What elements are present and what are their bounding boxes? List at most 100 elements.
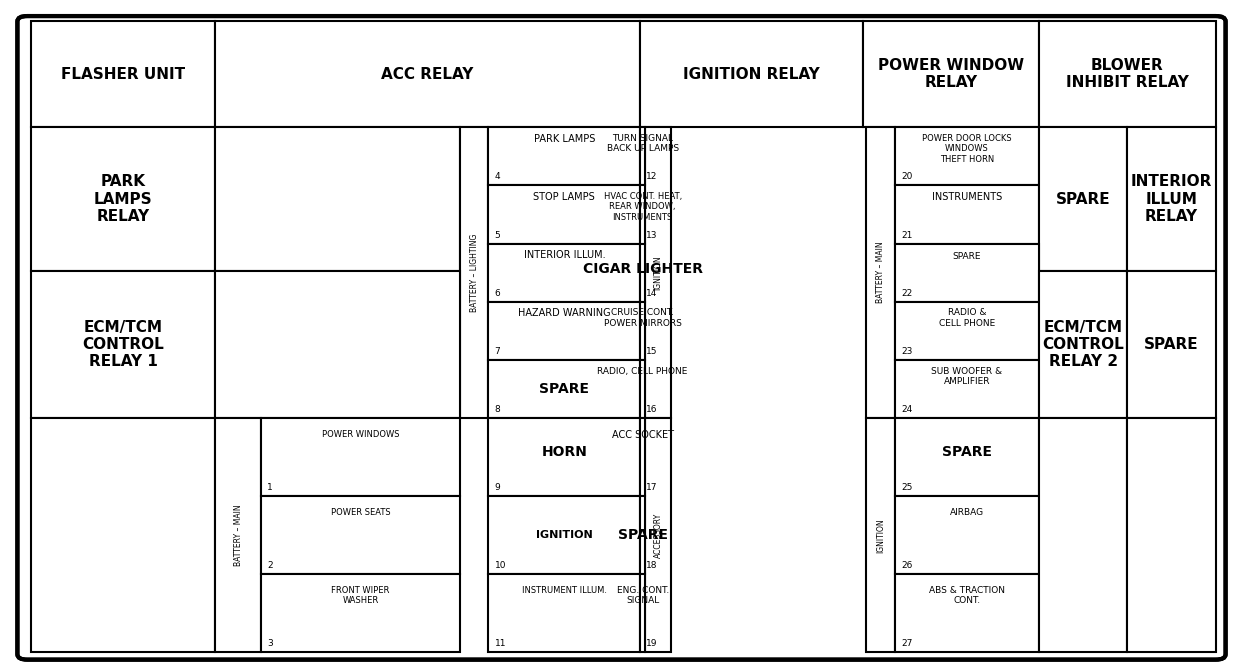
Text: SPARE: SPARE [1057, 191, 1110, 207]
Text: ACCESSORY: ACCESSORY [654, 512, 663, 558]
Text: 17: 17 [646, 483, 658, 492]
Bar [1039, 127, 1127, 271]
Text: AIRBAG: AIRBAG [950, 508, 984, 517]
Bar [1127, 418, 1216, 652]
Bar [460, 127, 488, 418]
Text: HAZARD WARNING: HAZARD WARNING [518, 308, 610, 318]
Bar [488, 302, 640, 360]
Bar [640, 496, 645, 574]
Bar [261, 418, 460, 496]
Bar [1039, 271, 1127, 418]
Text: SPARE: SPARE [942, 446, 992, 460]
Text: SPARE: SPARE [539, 382, 589, 396]
Text: 21: 21 [901, 231, 912, 240]
Bar [640, 127, 645, 185]
Text: POWER WINDOWS: POWER WINDOWS [322, 430, 399, 439]
Text: BATTERY – LIGHTING: BATTERY – LIGHTING [470, 233, 479, 312]
Bar [895, 574, 1039, 652]
Text: 6: 6 [495, 289, 501, 298]
Text: SPARE: SPARE [1145, 337, 1198, 352]
Text: SUB WOOFER &
AMPLIFIER: SUB WOOFER & AMPLIFIER [931, 367, 1003, 386]
Text: 8: 8 [495, 405, 501, 414]
Bar [488, 574, 640, 652]
Text: CIGAR LIGHTER: CIGAR LIGHTER [583, 262, 702, 276]
Text: 7: 7 [495, 347, 501, 356]
Bar [215, 127, 460, 271]
Text: ACC SOCKET: ACC SOCKET [612, 430, 674, 440]
Text: POWER DOOR LOCKS
WINDOWS
THEFT HORN: POWER DOOR LOCKS WINDOWS THEFT HORN [922, 134, 1012, 164]
Bar [895, 496, 1039, 574]
Bar [645, 127, 671, 418]
Text: BLOWER
INHIBIT RELAY: BLOWER INHIBIT RELAY [1066, 58, 1188, 90]
Text: 19: 19 [646, 640, 658, 648]
Text: INTERIOR ILLUM.: INTERIOR ILLUM. [523, 250, 605, 260]
Text: IGNITION: IGNITION [876, 518, 885, 553]
Text: IGNITION RELAY: IGNITION RELAY [682, 67, 820, 82]
Bar [1039, 21, 1216, 127]
Bar [640, 185, 645, 244]
Text: 23: 23 [901, 347, 912, 356]
Text: 16: 16 [646, 405, 658, 414]
Bar [895, 127, 1039, 185]
Text: RADIO, CELL PHONE: RADIO, CELL PHONE [598, 367, 687, 375]
Text: 3: 3 [267, 640, 273, 648]
Text: CRUISE CONT.
POWER MIRRORS: CRUISE CONT. POWER MIRRORS [604, 308, 681, 328]
Text: BATTERY – MAIN: BATTERY – MAIN [234, 504, 242, 566]
Bar [215, 271, 460, 418]
Bar [31, 271, 215, 418]
Text: ECM/TCM
CONTROL
RELAY 2: ECM/TCM CONTROL RELAY 2 [1043, 320, 1124, 369]
FancyBboxPatch shape [17, 16, 1226, 660]
Bar [640, 574, 645, 652]
Bar [640, 244, 645, 302]
Bar [895, 360, 1039, 418]
Text: 22: 22 [901, 289, 912, 298]
Bar [640, 21, 863, 127]
Bar [488, 244, 640, 302]
Text: 15: 15 [646, 347, 658, 356]
Text: 27: 27 [901, 640, 912, 648]
Bar [895, 418, 1039, 496]
Text: SPARE: SPARE [953, 252, 981, 260]
Bar [1127, 127, 1216, 271]
Text: 26: 26 [901, 561, 912, 570]
Text: SPARE: SPARE [618, 529, 667, 542]
Text: POWER WINDOW
RELAY: POWER WINDOW RELAY [878, 58, 1024, 90]
Text: 9: 9 [495, 483, 501, 492]
Bar [895, 244, 1039, 302]
Bar [640, 302, 645, 360]
Text: POWER SEATS: POWER SEATS [331, 508, 390, 517]
Bar [895, 302, 1039, 360]
Text: 2: 2 [267, 561, 273, 570]
Bar [1127, 271, 1216, 418]
Text: ECM/TCM
CONTROL
RELAY 1: ECM/TCM CONTROL RELAY 1 [82, 320, 164, 369]
Text: FLASHER UNIT: FLASHER UNIT [61, 67, 185, 82]
Bar [863, 21, 1039, 127]
Bar [488, 360, 640, 418]
Bar [215, 21, 640, 127]
Text: INSTRUMENTS: INSTRUMENTS [932, 192, 1002, 202]
Text: HORN: HORN [542, 446, 587, 460]
Bar [31, 418, 215, 652]
Text: 12: 12 [646, 173, 658, 181]
Text: STOP LAMPS: STOP LAMPS [533, 192, 595, 202]
Text: 10: 10 [495, 561, 506, 570]
Bar [488, 496, 640, 574]
Bar [645, 418, 671, 652]
Bar [261, 496, 460, 574]
Text: 11: 11 [495, 640, 506, 648]
Text: 4: 4 [495, 173, 501, 181]
Bar [31, 127, 215, 271]
Text: 24: 24 [901, 405, 912, 414]
Text: 14: 14 [646, 289, 658, 298]
Text: IGNITION: IGNITION [536, 531, 593, 540]
Text: 13: 13 [646, 231, 658, 240]
Bar [215, 418, 261, 652]
Bar [895, 185, 1039, 244]
Text: PARK LAMPS: PARK LAMPS [533, 134, 595, 144]
Text: PARK
LAMPS
RELAY: PARK LAMPS RELAY [93, 174, 153, 224]
Text: 1: 1 [267, 483, 273, 492]
Bar [866, 418, 895, 652]
Text: 20: 20 [901, 173, 912, 181]
Bar [640, 360, 645, 418]
Text: 25: 25 [901, 483, 912, 492]
